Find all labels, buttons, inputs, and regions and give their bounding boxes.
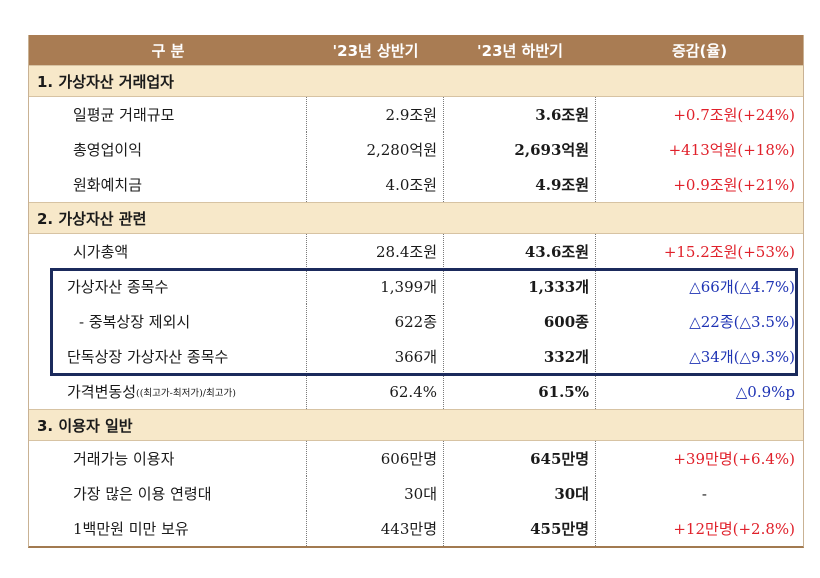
header-second-half: '23년 하반기: [477, 41, 563, 60]
change-value: △66개(△4.7%): [689, 278, 795, 296]
change-value: △0.9%p: [735, 382, 795, 401]
table-row: 총영업이익 2,280억원 2,693억원 +413억원(+18%): [29, 132, 803, 167]
table-header: 구 분 '23년 상반기 '23년 하반기 증감(율): [29, 35, 803, 65]
second-half-value: 600종: [444, 304, 596, 339]
table-row: 가상자산 종목수 1,399개 1,333개 △66개(△4.7%): [29, 269, 803, 304]
second-half-value: 2,693억원: [444, 132, 596, 167]
second-half-value: 645만명: [444, 441, 596, 476]
row-label: 가장 많은 이용 연령대: [29, 476, 307, 511]
table-row: 거래가능 이용자 606만명 645만명 +39만명(+6.4%): [29, 441, 803, 476]
row-label: - 중복상장 제외시: [29, 304, 307, 339]
header-first-half: '23년 상반기: [332, 41, 419, 60]
first-half-value: 622종: [307, 304, 444, 339]
table-row: 가격변동성 ((최고가-최저가)/최고가) 62.4% 61.5% △0.9%p: [29, 374, 803, 409]
header-change: 증감(율): [671, 41, 728, 60]
second-half-value: 455만명: [444, 511, 596, 546]
change-value: +15.2조원(+53%): [663, 243, 795, 261]
second-half-value: 43.6조원: [444, 234, 596, 269]
highlight-box: [50, 268, 798, 376]
row-label: 시가총액: [29, 234, 307, 269]
change-value: +0.7조원(+24%): [673, 106, 795, 124]
table-row: 1백만원 미만 보유 443만명 455만명 +12만명(+2.8%): [29, 511, 803, 546]
row-label: 거래가능 이용자: [29, 441, 307, 476]
first-half-value: 2,280억원: [307, 132, 444, 167]
table-row: 시가총액 28.4조원 43.6조원 +15.2조원(+53%): [29, 234, 803, 269]
row-label: 총영업이익: [29, 132, 307, 167]
table-row: 일평균 거래규모 2.9조원 3.6조원 +0.7조원(+24%): [29, 97, 803, 132]
second-half-value: 332개: [444, 339, 596, 374]
change-value: -: [701, 484, 707, 503]
table-row: 가장 많은 이용 연령대 30대 30대 -: [29, 476, 803, 511]
section-title: 1. 가상자산 거래업자: [29, 65, 803, 97]
table-row: 원화예치금 4.0조원 4.9조원 +0.9조원(+21%): [29, 167, 803, 202]
change-value: +39만명(+6.4%): [673, 450, 795, 468]
section-title: 2. 가상자산 관련: [29, 202, 803, 234]
row-label: 1백만원 미만 보유: [29, 511, 307, 546]
change-value: +12만명(+2.8%): [673, 520, 795, 538]
second-half-value: 3.6조원: [444, 97, 596, 132]
first-half-value: 4.0조원: [307, 167, 444, 202]
first-half-value: 28.4조원: [307, 234, 444, 269]
table-row: - 중복상장 제외시 622종 600종 △22종(△3.5%): [29, 304, 803, 339]
second-half-value: 61.5%: [444, 374, 596, 409]
first-half-value: 606만명: [307, 441, 444, 476]
row-label: 일평균 거래규모: [29, 97, 307, 132]
change-value: +0.9조원(+21%): [673, 176, 795, 194]
row-label-text: 가격변동성: [67, 383, 137, 401]
second-half-value: 4.9조원: [444, 167, 596, 202]
header-category: 구 분: [151, 41, 185, 60]
row-label: 단독상장 가상자산 종목수: [29, 339, 307, 374]
table-row: 단독상장 가상자산 종목수 366개 332개 △34개(△9.3%): [29, 339, 803, 374]
first-half-value: 62.4%: [307, 374, 444, 409]
row-label-note: ((최고가-최저가)/최고가): [136, 387, 236, 399]
first-half-value: 30대: [307, 476, 444, 511]
section-title: 3. 이용자 일반: [29, 409, 803, 441]
change-value: +413억원(+18%): [668, 141, 795, 159]
row-label: 가상자산 종목수: [29, 269, 307, 304]
second-half-value: 1,333개: [444, 269, 596, 304]
first-half-value: 366개: [307, 339, 444, 374]
first-half-value: 2.9조원: [307, 97, 444, 132]
statistics-table: 구 분 '23년 상반기 '23년 하반기 증감(율) 1. 가상자산 거래업자…: [28, 35, 804, 548]
row-label: 원화예치금: [29, 167, 307, 202]
first-half-value: 443만명: [307, 511, 444, 546]
second-half-value: 30대: [444, 476, 596, 511]
row-label: 가격변동성 ((최고가-최저가)/최고가): [29, 374, 307, 409]
change-value: △22종(△3.5%): [689, 313, 795, 331]
change-value: △34개(△9.3%): [689, 348, 795, 366]
first-half-value: 1,399개: [307, 269, 444, 304]
